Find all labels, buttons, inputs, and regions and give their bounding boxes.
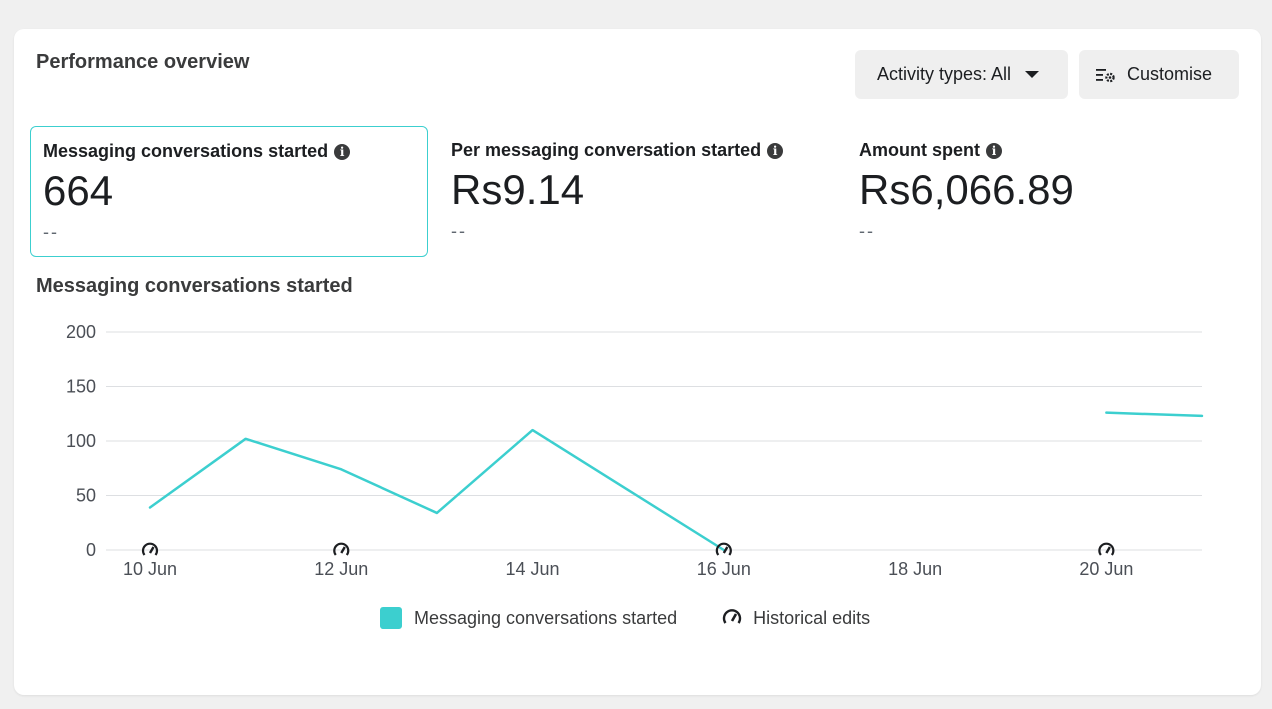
y-tick-label: 50 xyxy=(76,486,96,506)
info-icon[interactable]: i xyxy=(767,142,784,159)
x-tick-label: 10 Jun xyxy=(123,559,177,579)
legend-swatch xyxy=(380,607,402,629)
metric-delta: -- xyxy=(43,222,59,242)
historical-edit-marker xyxy=(141,542,159,556)
x-tick-label: 18 Jun xyxy=(888,559,942,579)
series-line xyxy=(1105,411,1204,418)
chart-title: Messaging conversations started xyxy=(36,275,353,297)
metric-label-row: Per messaging conversation started i xyxy=(451,140,825,161)
activity-types-button[interactable]: Activity types: All xyxy=(855,50,1068,99)
legend-item-series[interactable]: Messaging conversations started xyxy=(380,607,677,629)
metric-value: Rs6,066.89 xyxy=(859,166,1074,213)
metric-value: Rs9.14 xyxy=(451,166,585,213)
y-tick-label: 100 xyxy=(66,431,96,451)
metric-delta: -- xyxy=(859,221,875,241)
panel-title: Performance overview xyxy=(36,51,250,73)
y-tick-label: 200 xyxy=(66,322,96,342)
x-tick-label: 14 Jun xyxy=(506,559,560,579)
metric-value: 664 xyxy=(43,167,114,214)
x-tick-label: 16 Jun xyxy=(697,559,751,579)
historical-edit-marker xyxy=(715,542,732,556)
legend-edits-label: Historical edits xyxy=(753,607,871,628)
metric-delta: -- xyxy=(451,221,467,241)
customise-icon xyxy=(1096,68,1115,82)
customise-button[interactable]: Customise xyxy=(1079,50,1239,99)
series-line xyxy=(148,428,726,552)
historical-edit-marker xyxy=(1098,542,1115,556)
info-icon[interactable]: i xyxy=(334,143,351,160)
legend-series-label: Messaging conversations started xyxy=(414,607,678,628)
line-chart: 0 50 100 150 200 10 Jun 12 Jun 14 Jun 16 Jun 18 J… xyxy=(66,322,1204,579)
y-tick-label: 0 xyxy=(86,540,96,560)
legend-item-historical-edits[interactable]: Historical edits xyxy=(721,608,870,629)
metric-label: Per messaging conversation started xyxy=(451,140,762,160)
x-tick-label: 20 Jun xyxy=(1079,559,1133,579)
y-tick-label: 150 xyxy=(66,377,96,397)
x-tick-label: 12 Jun xyxy=(314,559,368,579)
info-icon[interactable]: i xyxy=(986,142,1002,159)
activity-types-label: Activity types: All xyxy=(877,64,1012,84)
caret-down-icon xyxy=(1025,71,1040,78)
performance-overview-card: Performance overview Activity types: All… xyxy=(14,29,1261,695)
metric-label-row: Amount spent i xyxy=(859,140,1233,161)
historical-edit-marker xyxy=(333,542,350,556)
customise-label: Customise xyxy=(1127,64,1213,84)
metric-card-amount-spent[interactable]: Amount spent i Rs6,066.89 -- xyxy=(847,126,1245,257)
metric-card-per-messaging-conversation[interactable]: Per messaging conversation started i Rs9… xyxy=(439,126,837,257)
chart-legend: Messaging conversations started Historic… xyxy=(380,607,870,629)
metric-label-row: Messaging conversations started i xyxy=(43,141,415,162)
metric-label: Amount spent xyxy=(859,140,980,160)
metric-card-messaging-conversations[interactable]: Messaging conversations started i 664 -- xyxy=(30,126,428,257)
metric-label: Messaging conversations started xyxy=(43,141,329,161)
historical-edit-icon xyxy=(722,609,742,624)
